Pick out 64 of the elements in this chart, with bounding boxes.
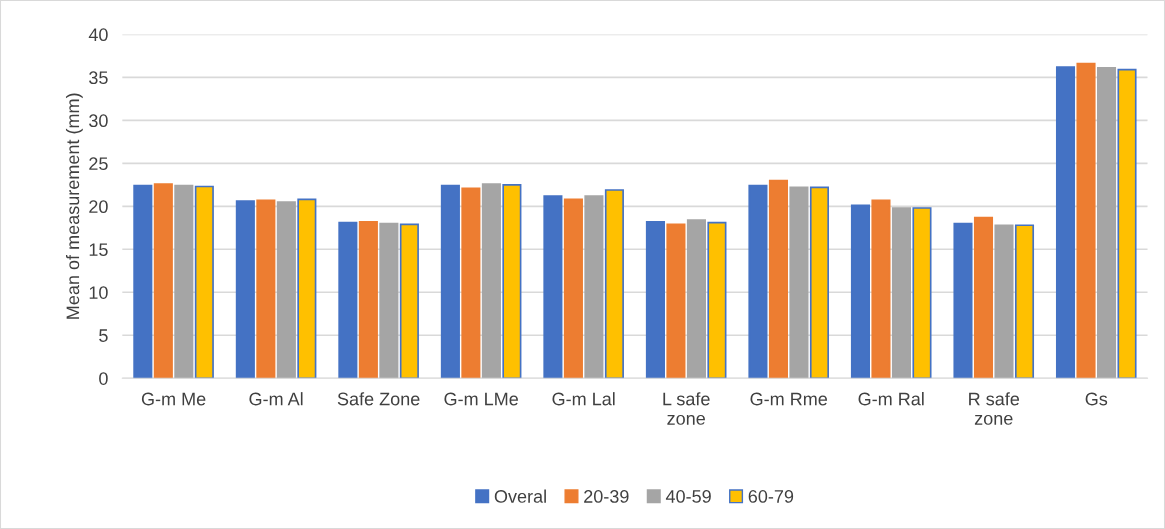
x-tick-label: R safe zone xyxy=(969,392,1020,425)
bar xyxy=(481,183,501,379)
bar xyxy=(645,220,665,379)
bar xyxy=(1117,68,1137,379)
bar xyxy=(399,223,419,379)
bar xyxy=(768,179,789,379)
bar xyxy=(543,195,563,379)
bar xyxy=(502,183,522,379)
bar xyxy=(871,199,891,379)
x-tick-label: G-m Ral xyxy=(858,392,924,406)
bar xyxy=(338,221,358,379)
x-tick-label: G-m Lal xyxy=(552,392,615,406)
y-tick-label: 0 xyxy=(99,372,108,385)
bar xyxy=(1076,62,1096,379)
bar xyxy=(563,198,583,379)
legend-label: 60-79 xyxy=(748,490,794,503)
bar xyxy=(912,207,932,379)
bar xyxy=(153,183,173,379)
bar xyxy=(994,224,1014,379)
bar xyxy=(748,184,768,379)
bar xyxy=(358,220,378,379)
bar xyxy=(973,216,994,379)
x-tick-label: G-m Me xyxy=(141,392,206,406)
bar xyxy=(809,186,830,379)
bar xyxy=(297,198,317,379)
y-tick-label: 35 xyxy=(89,71,108,85)
bar xyxy=(379,222,399,379)
bar xyxy=(850,204,871,379)
y-tick-label: 20 xyxy=(89,200,108,214)
y-tick-label: 25 xyxy=(89,157,108,171)
bar xyxy=(584,195,604,379)
bar xyxy=(235,200,255,379)
bar xyxy=(461,187,481,379)
bar xyxy=(194,185,214,379)
x-tick-label: L safe zone xyxy=(663,392,710,425)
legend-label: 20-39 xyxy=(584,490,629,503)
bar xyxy=(953,222,973,379)
bar xyxy=(1055,66,1076,379)
bar xyxy=(256,199,276,379)
y-tick-label: 5 xyxy=(99,329,108,342)
bar xyxy=(707,221,727,379)
legend-label: Overal xyxy=(494,489,546,503)
bar xyxy=(789,186,809,379)
x-tick-label: G-m LMe xyxy=(444,392,518,406)
bar xyxy=(686,219,706,379)
y-tick-label: 15 xyxy=(89,243,108,257)
legend-label: 40-59 xyxy=(665,490,711,503)
x-tick-label: G-m Al xyxy=(249,392,303,406)
bar xyxy=(440,184,460,379)
x-tick-label: Safe Zone xyxy=(337,392,420,406)
x-tick-label: G-m Rme xyxy=(750,392,828,406)
bar xyxy=(1096,67,1117,379)
x-tick-label: Gs xyxy=(1085,392,1108,406)
bar xyxy=(276,201,296,379)
bar xyxy=(133,184,153,379)
y-tick-label: 40 xyxy=(88,28,108,42)
y-axis-title: Mean of measurement (mm) xyxy=(65,93,83,319)
bar xyxy=(1014,224,1035,379)
bar xyxy=(174,184,194,379)
y-tick-label: 10 xyxy=(89,286,108,299)
bar xyxy=(891,207,912,379)
bar xyxy=(666,223,686,379)
bar xyxy=(604,189,624,379)
y-tick-label: 30 xyxy=(89,114,108,128)
